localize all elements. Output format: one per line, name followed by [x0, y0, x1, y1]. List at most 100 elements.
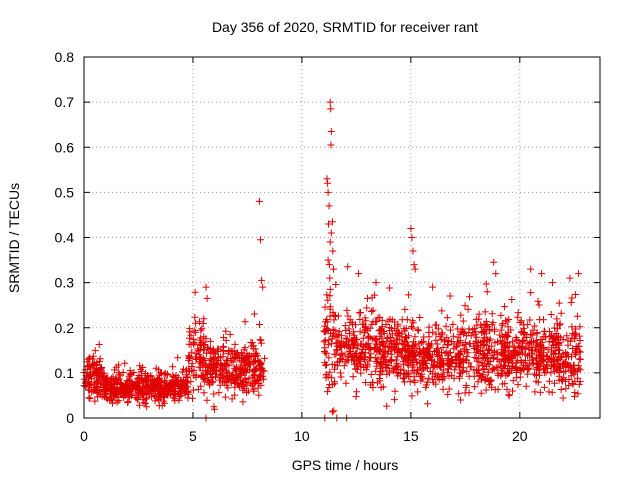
- data-point: [439, 344, 447, 351]
- data-point: [359, 343, 367, 351]
- data-point: [536, 352, 544, 360]
- data-point: [481, 377, 489, 385]
- data-point: [349, 354, 357, 361]
- data-point: [200, 315, 208, 323]
- data-point: [502, 331, 510, 338]
- data-point: [500, 344, 508, 352]
- data-point: [411, 265, 419, 273]
- data-point: [185, 353, 193, 361]
- data-point: [456, 374, 463, 382]
- data-point: [241, 374, 249, 382]
- data-point: [397, 352, 405, 360]
- data-point: [222, 327, 230, 335]
- data-point: [394, 320, 402, 328]
- data-point: [201, 341, 209, 349]
- data-point: [517, 356, 525, 364]
- data-point: [426, 342, 434, 350]
- data-point: [509, 348, 517, 356]
- data-point: [133, 381, 141, 389]
- data-point: [187, 341, 195, 349]
- data-point: [529, 326, 537, 334]
- data-point: [215, 389, 223, 397]
- data-point: [490, 258, 498, 266]
- data-point: [327, 340, 335, 348]
- data-point: [151, 397, 159, 405]
- data-point: [498, 380, 506, 388]
- data-point: [88, 361, 96, 369]
- data-point: [448, 356, 455, 363]
- x-tick-label: 20: [512, 428, 528, 444]
- data-point: [186, 334, 193, 342]
- data-point: [192, 319, 200, 327]
- data-point: [439, 385, 447, 393]
- data-point: [390, 337, 398, 345]
- data-point: [482, 280, 490, 288]
- data-point: [202, 361, 210, 369]
- data-point: [254, 384, 262, 392]
- data-point: [575, 355, 583, 363]
- data-point: [335, 327, 343, 335]
- data-point: [479, 371, 487, 379]
- data-point: [527, 265, 535, 273]
- data-point: [328, 218, 336, 226]
- data-point: [207, 363, 215, 371]
- data-point: [326, 238, 334, 246]
- data-point: [457, 311, 465, 319]
- data-point: [409, 343, 417, 351]
- data-point: [438, 307, 446, 315]
- data-point: [550, 324, 558, 332]
- data-point: [229, 358, 237, 366]
- data-point: [326, 98, 334, 106]
- data-point: [530, 359, 537, 367]
- data-point: [357, 358, 364, 366]
- y-tick-label: 0.7: [55, 94, 75, 110]
- data-point: [337, 332, 345, 340]
- data-point: [261, 354, 269, 362]
- data-point: [127, 380, 135, 388]
- data-point: [514, 309, 522, 317]
- x-tick-label: 5: [189, 428, 197, 444]
- data-point: [443, 368, 451, 376]
- data-point: [570, 361, 578, 369]
- data-point: [544, 346, 552, 354]
- data-point: [574, 342, 582, 350]
- data-point: [512, 364, 520, 371]
- data-point: [409, 247, 417, 255]
- data-point: [528, 356, 536, 364]
- grid-lines: [84, 57, 600, 418]
- data-point: [255, 391, 263, 399]
- data-point: [571, 325, 579, 333]
- data-point: [360, 364, 368, 371]
- data-point: [223, 360, 231, 368]
- data-point: [401, 327, 409, 335]
- data-point: [391, 325, 399, 333]
- data-point: [102, 394, 110, 402]
- data-point: [467, 332, 475, 340]
- data-point: [440, 374, 448, 382]
- data-point: [434, 325, 442, 333]
- data-point: [198, 325, 206, 333]
- data-point: [470, 340, 478, 348]
- data-point: [388, 316, 396, 324]
- data-point: [569, 345, 577, 352]
- data-point: [459, 317, 467, 325]
- data-point: [545, 338, 553, 346]
- data-point: [452, 356, 460, 364]
- data-point: [445, 360, 453, 368]
- data-point: [243, 389, 251, 397]
- data-point: [562, 377, 569, 385]
- data-point: [538, 270, 546, 278]
- data-point: [516, 373, 524, 381]
- data-point: [191, 313, 199, 321]
- data-point: [343, 343, 351, 351]
- data-point: [477, 348, 484, 355]
- data-point: [547, 311, 555, 318]
- data-point: [187, 378, 195, 386]
- data-point: [574, 390, 582, 398]
- data-point: [363, 304, 371, 312]
- data-point: [188, 348, 196, 356]
- data-point: [345, 325, 353, 333]
- data-point: [86, 354, 94, 362]
- data-point: [126, 376, 134, 384]
- data-point: [470, 366, 478, 374]
